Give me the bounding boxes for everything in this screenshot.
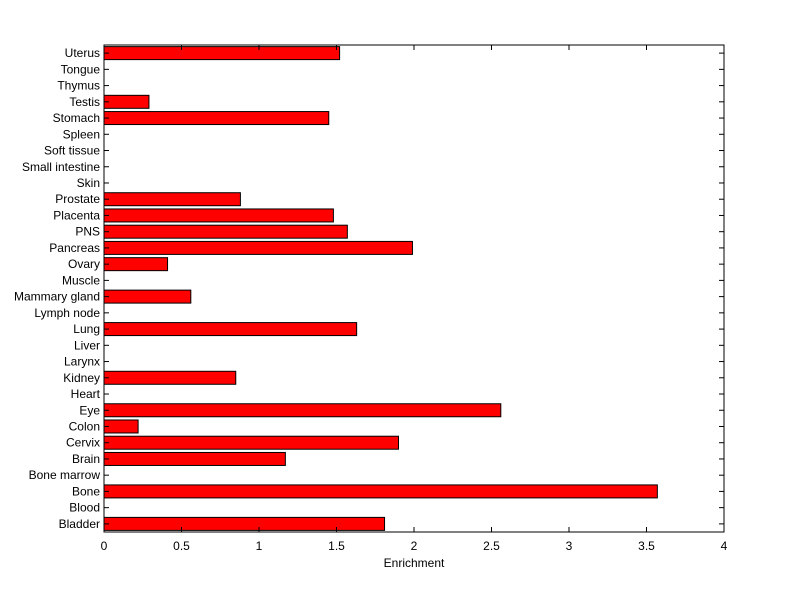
y-tick-label: PNS [75,225,100,239]
y-tick-label: Bone marrow [29,468,101,482]
x-tick-label: 2 [411,539,418,553]
y-tick-label: Lung [73,322,100,336]
bar [103,435,399,450]
bar [103,322,358,337]
y-tick-label: Placenta [53,208,100,222]
bar [103,111,330,126]
x-tick-label: 0.5 [173,539,190,553]
y-tick-label: Soft tissue [44,144,100,158]
y-tick-label: Bladder [59,517,100,531]
y-tick-label: Thymus [57,79,100,93]
x-tick-label: 1.5 [328,539,345,553]
bar [103,419,139,434]
bars-group [103,46,658,531]
y-tick-label: Colon [69,419,100,433]
x-tick-label: 3 [566,539,573,553]
y-tick-label: Lymph node [34,306,100,320]
y-ticks-group: Bladder Blood Bone Bone marrow Brain Cervix Co… [14,46,724,531]
y-tick-label: Brain [72,452,100,466]
bar [103,208,334,223]
x-tick-label: 0 [101,539,108,553]
x-tick-label: 1 [256,539,263,553]
y-tick-label: Blood [69,501,100,515]
y-tick-label: Mammary gland [14,290,100,304]
y-tick-label: Skin [77,176,100,190]
bar [103,484,658,499]
y-tick-label: Prostate [55,192,100,206]
y-tick-label: Pancreas [49,241,100,255]
bar [103,46,341,61]
bar [103,94,150,109]
y-tick-label: Ovary [68,257,100,271]
bar [103,240,413,255]
y-tick-label: Cervix [66,436,100,450]
bar [103,224,348,239]
y-tick-label: Small intestine [22,160,100,174]
y-tick-label: Stomach [53,111,100,125]
x-ticks-group: 0 0.5 1 1.5 2 2.5 3 3.5 4 [101,45,728,553]
y-tick-label: Liver [74,338,100,352]
y-tick-label: Kidney [63,371,100,385]
x-tick-label: 3.5 [638,539,655,553]
y-tick-label: Eye [79,403,100,417]
y-tick-label: Larynx [64,355,100,369]
x-tick-label: 2.5 [483,539,500,553]
y-tick-label: Spleen [63,127,100,141]
x-axis-label: Enrichment [384,556,445,570]
x-tick-label: 4 [721,539,728,553]
y-tick-label: Tongue [61,62,101,76]
y-tick-label: Muscle [62,273,100,287]
bar [103,289,192,304]
bar [103,516,386,531]
y-tick-label: Bone [72,484,100,498]
bar [103,192,241,207]
bar [103,370,237,385]
bar [103,403,502,418]
y-tick-label: Testis [69,95,100,109]
y-tick-label: Heart [71,387,101,401]
bar [103,257,169,272]
y-tick-label: Uterus [65,46,100,60]
bar [103,451,286,466]
